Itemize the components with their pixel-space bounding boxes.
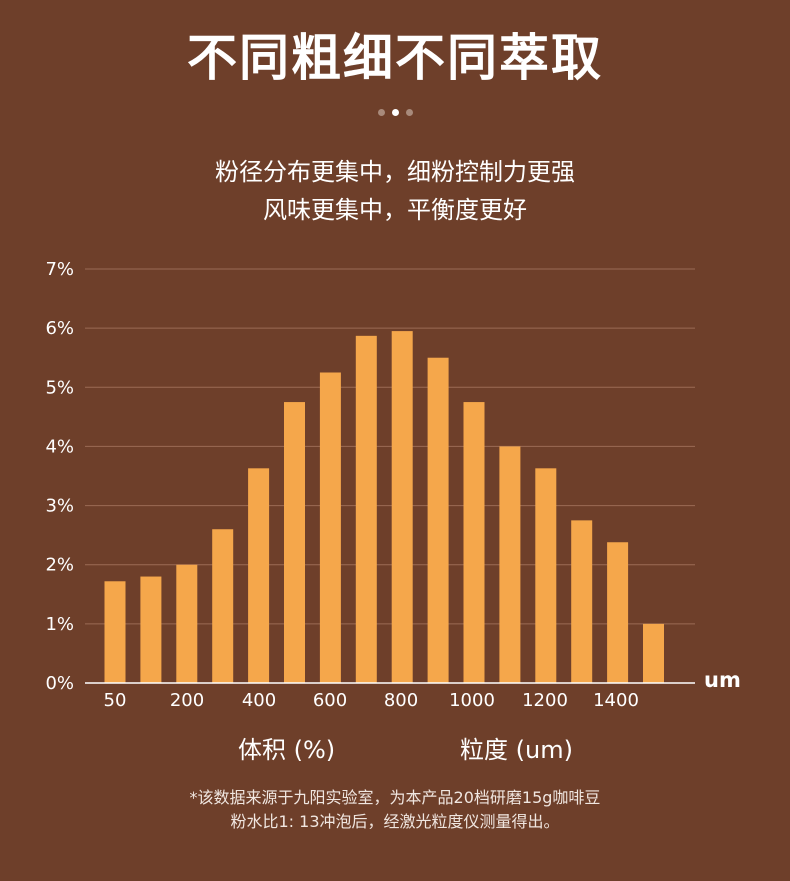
subtitle-line-1: 粉径分布更集中，细粉控制力更强 [215,158,575,186]
bar [463,402,485,683]
x-tick-label: 800 [384,690,418,711]
y-tick-label: 2% [45,555,74,576]
bar [248,468,270,683]
y-tick-label: 7% [45,259,74,280]
bar [607,542,629,683]
bar [535,468,557,683]
x-tick-label: 1000 [449,690,495,711]
bar [319,372,341,683]
y-tick-label: 3% [45,496,74,517]
subtitle-line-2: 风味更集中，平衡度更好 [263,196,527,224]
x-tick-label: 600 [313,690,347,711]
y-axis-ticks: 0% 1% 2% 3% 4% 5% 6% 7% [45,259,74,694]
bar [104,581,126,683]
x-tick-label: 200 [170,690,204,711]
footnote-line-2: 粉水比1: 13冲泡后，经激光粒度仪测量得出。 [230,812,560,831]
y-axis-label: 体积 (%) [238,736,336,764]
bar [499,446,521,683]
carousel-dot[interactable] [405,109,413,116]
x-axis-label: 粒度 (um) [460,736,573,764]
y-tick-label: 0% [45,673,74,694]
carousel-indicator [0,109,790,116]
bar [212,529,234,683]
y-tick-label: 5% [45,377,74,398]
x-tick-label: 1200 [522,690,568,711]
x-tick-label: 50 [104,690,127,711]
bar [355,335,377,683]
bar [391,331,413,683]
y-tick-label: 1% [45,614,74,635]
x-tick-label: 1400 [593,690,639,711]
bars [104,331,664,683]
bar [427,357,449,683]
bar [140,576,162,683]
y-tick-label: 4% [45,436,74,457]
carousel-dot[interactable] [377,109,385,116]
bar [284,402,305,683]
y-tick-label: 6% [45,318,74,339]
x-axis-ticks: 50 200 400 600 800 1000 1200 1400 [104,690,639,711]
x-axis-unit: um [704,668,741,692]
bar [571,520,593,683]
carousel-dot-active[interactable] [391,109,399,116]
bar [176,564,198,683]
page-title: 不同粗细不同萃取 [187,29,603,87]
bar [643,623,664,683]
x-tick-label: 400 [242,690,276,711]
footnote-line-1: *该数据来源于九阳实验室，为本产品20档研磨15g咖啡豆 [189,788,601,807]
